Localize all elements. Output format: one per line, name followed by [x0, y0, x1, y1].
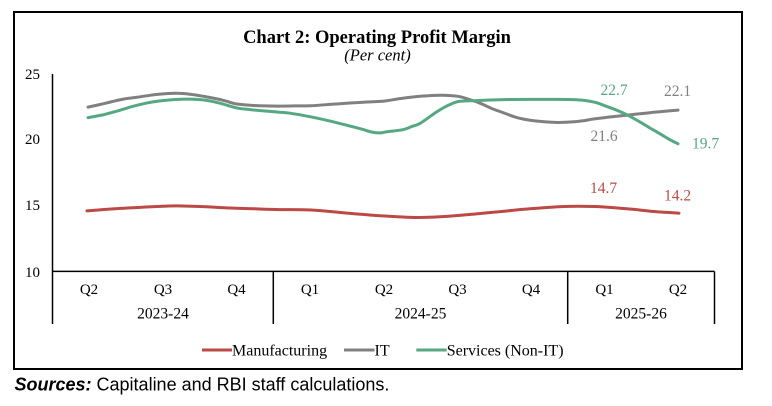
svg-text:Chart 2: Operating Profit Marg: Chart 2: Operating Profit Margin — [243, 28, 512, 48]
svg-text:21.6: 21.6 — [590, 128, 617, 145]
svg-text:Q2: Q2 — [80, 282, 98, 298]
svg-text:14.7: 14.7 — [590, 180, 617, 197]
svg-text:22.1: 22.1 — [664, 83, 691, 100]
svg-text:(Per cent): (Per cent) — [344, 46, 410, 65]
svg-text:Manufacturing: Manufacturing — [232, 343, 327, 360]
svg-text:Q3: Q3 — [154, 282, 172, 298]
svg-text:Q3: Q3 — [448, 282, 466, 298]
svg-text:IT: IT — [375, 343, 390, 360]
svg-text:14.2: 14.2 — [664, 187, 691, 204]
svg-text:Q4: Q4 — [227, 282, 246, 298]
svg-text:25: 25 — [25, 67, 40, 83]
svg-text:20: 20 — [25, 132, 40, 148]
svg-text:15: 15 — [25, 198, 40, 214]
svg-text:22.7: 22.7 — [600, 82, 627, 99]
svg-text:Q2: Q2 — [669, 282, 687, 298]
svg-text:Sources: Capitaline and RBI st: Sources: Capitaline and RBI staff calcul… — [15, 375, 390, 395]
svg-text:Q1: Q1 — [301, 282, 319, 298]
svg-text:10: 10 — [25, 265, 40, 281]
svg-text:Q1: Q1 — [595, 282, 613, 298]
svg-text:Q4: Q4 — [522, 282, 541, 298]
svg-text:2023-24: 2023-24 — [137, 306, 189, 323]
svg-text:19.7: 19.7 — [692, 136, 719, 153]
svg-text:2025-26: 2025-26 — [615, 306, 667, 323]
svg-text:Services (Non-IT): Services (Non-IT) — [447, 343, 564, 360]
svg-text:Q2: Q2 — [375, 282, 393, 298]
svg-text:2024-25: 2024-25 — [395, 306, 447, 323]
